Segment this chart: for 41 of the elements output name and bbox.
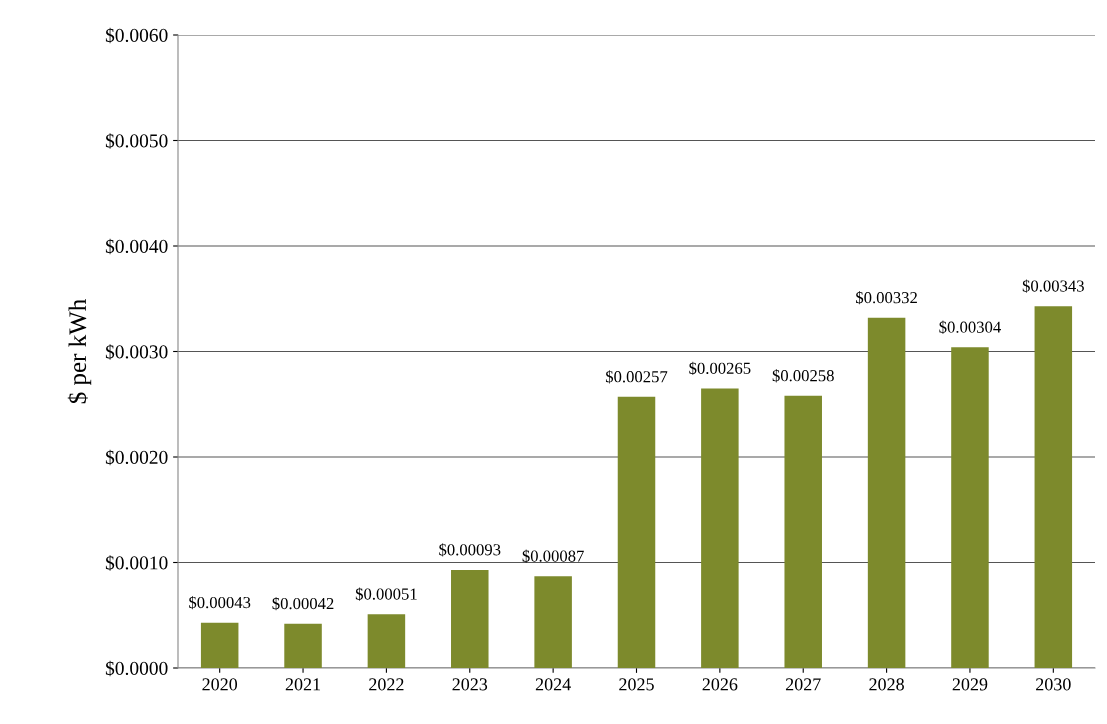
y-tick-label: $0.0020 xyxy=(105,449,168,466)
x-tick-label: 2021 xyxy=(285,678,321,691)
x-tick-label: 2020 xyxy=(202,678,238,691)
data-label: $0.00304 xyxy=(939,320,1001,334)
x-tick-label: 2028 xyxy=(869,678,904,691)
x-tick-label: 2029 xyxy=(952,678,988,691)
y-tick-label: $0.0040 xyxy=(105,238,168,255)
data-label: $0.00257 xyxy=(605,370,668,384)
x-tick-label: 2030 xyxy=(1036,678,1071,691)
y-tick-label: $0.0000 xyxy=(105,660,168,677)
y-tick-label: $0.0010 xyxy=(105,555,168,571)
bar xyxy=(200,622,239,668)
y-tick-label: $0.0060 xyxy=(105,27,168,44)
x-tick-label: 2022 xyxy=(369,678,404,691)
bar xyxy=(701,388,739,668)
bar xyxy=(451,569,489,668)
y-axis-title: $ per kWh xyxy=(67,299,92,404)
bar xyxy=(1034,306,1073,668)
x-tick-label: 2024 xyxy=(535,678,571,691)
data-label: $0.00265 xyxy=(689,361,751,376)
data-label: $0.00343 xyxy=(1022,279,1084,293)
bar xyxy=(534,576,572,668)
bar xyxy=(784,395,822,668)
x-tick-label: 2026 xyxy=(702,678,738,691)
data-label: $0.00332 xyxy=(856,291,917,305)
x-tick-label: 2025 xyxy=(619,678,654,691)
x-tick-label: 2023 xyxy=(452,678,488,691)
bar xyxy=(951,347,989,668)
bar xyxy=(367,614,406,668)
x-tick-label: 2027 xyxy=(785,678,821,691)
y-tick-label: $0.0030 xyxy=(105,344,168,360)
data-label: $0.00043 xyxy=(189,595,251,610)
data-label: $0.00258 xyxy=(772,369,834,383)
data-label: $0.00042 xyxy=(272,596,334,611)
y-tick-label: $0.0050 xyxy=(105,133,168,149)
data-label: $0.00087 xyxy=(522,549,584,563)
data-label: $0.00093 xyxy=(439,543,501,557)
bar xyxy=(617,396,656,668)
data-label: $0.00051 xyxy=(355,587,417,601)
bar xyxy=(284,623,322,668)
bar xyxy=(867,317,906,668)
